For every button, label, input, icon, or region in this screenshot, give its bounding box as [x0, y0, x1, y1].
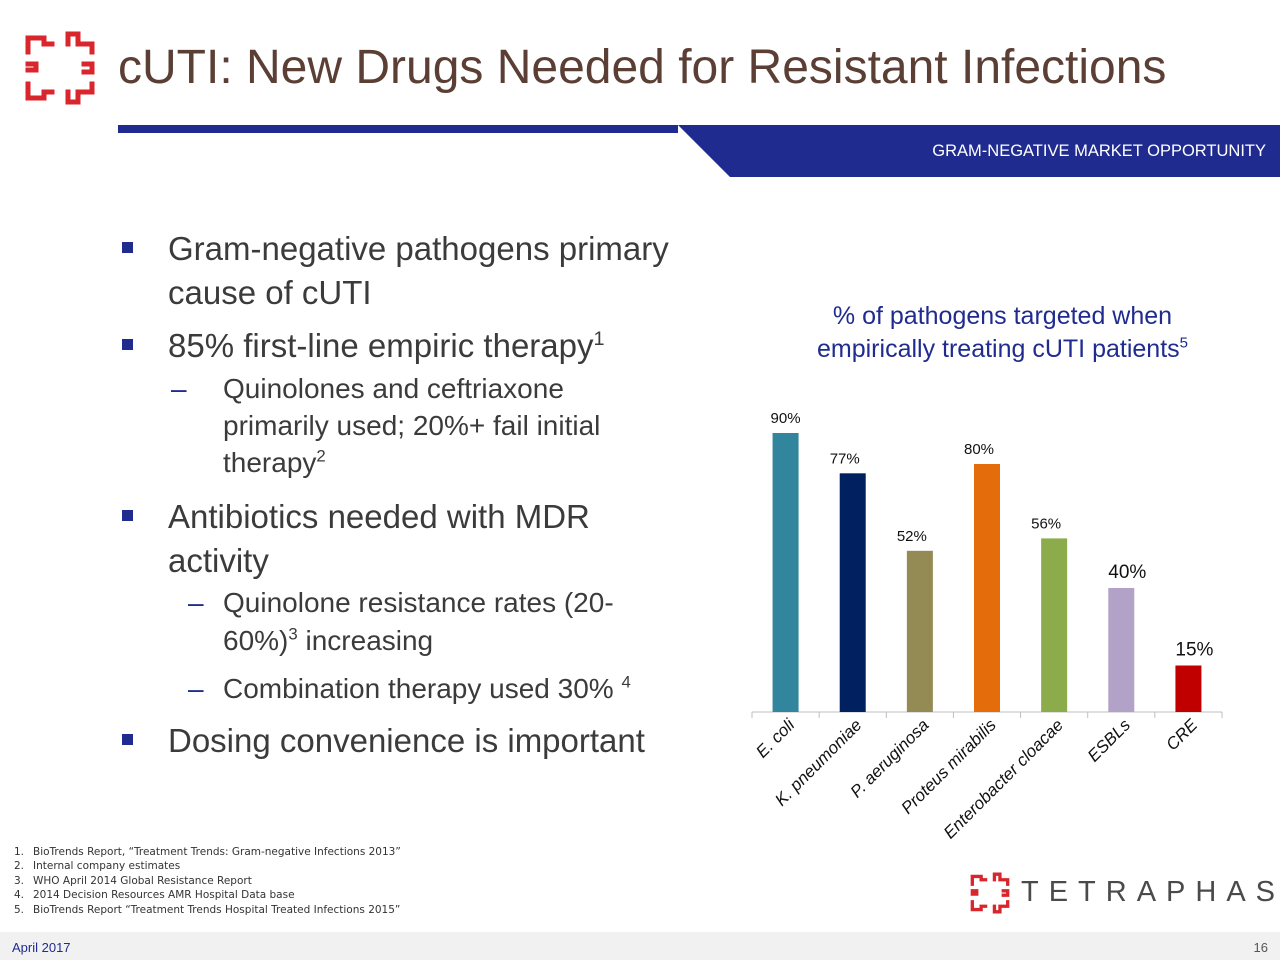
sub-bullet-text: Quinolones and ceftriaxone [223, 373, 564, 404]
footnote-number: 4. [14, 889, 25, 902]
data-label-3: 52% [897, 528, 927, 545]
chart-title-line: empirically treating cUTI patients5 [817, 334, 1188, 363]
sub-bullet-text: 60%)3 increasing [223, 624, 434, 656]
chart-title: % of pathogens targeted when empirically… [785, 300, 1220, 366]
footnote-1: 1. BioTrends Report, “Treatment Trends: G… [14, 845, 401, 859]
footnote-text: BioTrends Report “Treatment Trends Hospi… [33, 903, 401, 916]
bullet-text: 85% first-line empiric therapy1 [168, 327, 605, 364]
bar-6 [1108, 588, 1135, 712]
bar-5 [1041, 538, 1068, 712]
footer-bar: April 2017 16 [0, 932, 1280, 960]
bullet-square-icon [122, 734, 133, 745]
data-label-2: 77% [830, 450, 860, 467]
footnote-number: 2. [14, 860, 25, 873]
bar-3 [906, 550, 933, 712]
banner-label: GRAM-NEGATIVE MARKET OPPORTUNITY [932, 142, 1266, 160]
page-number: 16 [1253, 940, 1268, 955]
bullet-text: Antibiotics needed with MDR [168, 498, 590, 535]
data-label-4: 80% [964, 441, 994, 458]
bullet-text: Gram-negative pathogens primary [168, 230, 669, 267]
footnote-number: 5. [14, 903, 25, 916]
footnote-4: 4. 2014 Decision Resources AMR Hospital D… [14, 888, 401, 902]
data-label-6: 40% [1108, 562, 1146, 583]
footnote-number: 1. [14, 846, 25, 858]
bullet-text: cause of cUTI [168, 274, 372, 311]
data-label-5: 56% [1031, 515, 1061, 532]
bar-7 [1175, 665, 1202, 712]
bullet-square-icon [122, 339, 133, 350]
category-label-5: Enterobacter cloacae [940, 715, 1067, 840]
bullet-square-icon [122, 510, 133, 521]
footnote-2: 2. Internal company estimates [14, 859, 401, 873]
company-logo: TETRAPHASE [965, 870, 1280, 915]
sub-bullet-text: Combination therapy used 30% 4 [223, 672, 631, 704]
bullet-text: activity [168, 542, 269, 579]
footnote-3: 3. WHO April 2014 Global Resistance Repor… [14, 874, 401, 888]
footnote-text: WHO April 2014 Global Resistance Report [33, 874, 252, 887]
footnote-text: BioTrends Report, “Treatment Trends: Gra… [33, 846, 401, 858]
tetraphase-logo-icon [970, 872, 1010, 914]
footnote-text: 2014 Decision Resources AMR Hospital Dat… [33, 889, 295, 902]
footnote-5: 5. BioTrends Report “Treatment Trends Hos… [14, 903, 401, 917]
sub-bullet-text: primarily used; 20%+ fail initial [223, 410, 601, 441]
category-label-6: ESBLs [1084, 715, 1135, 766]
sub-bullet-dash: – [188, 587, 204, 618]
data-label-7: 15% [1175, 640, 1213, 661]
tetraphase-logo-icon [25, 31, 95, 105]
category-label-1: E. coli [752, 715, 799, 762]
bullet-square-icon [122, 242, 133, 253]
bar-4 [974, 464, 1000, 712]
bullet-text: Dosing convenience is important [168, 722, 645, 759]
footer-date: April 2017 [12, 940, 71, 955]
sub-bullet-dash: – [188, 673, 204, 704]
footnote-text: Internal company estimates [33, 860, 181, 873]
section-banner [118, 125, 1280, 177]
page-title: cUTI: New Drugs Needed for Resistant Inf… [118, 41, 1167, 94]
data-label-1: 90% [771, 410, 801, 427]
sub-bullet-text: therapy2 [223, 446, 326, 478]
bar-2 [839, 473, 866, 712]
footnote-number: 3. [14, 874, 25, 887]
chart-title-line: % of pathogens targeted when [832, 302, 1173, 330]
footnotes: 1. BioTrends Report, “Treatment Trends: G… [14, 845, 401, 917]
category-label-7: CRE [1162, 715, 1201, 754]
sub-bullet-text: Quinolone resistance rates (20- [223, 587, 614, 618]
sub-bullet-dash: – [171, 373, 187, 404]
company-name: TETRAPHASE [1021, 876, 1280, 908]
bar-1 [772, 433, 799, 712]
